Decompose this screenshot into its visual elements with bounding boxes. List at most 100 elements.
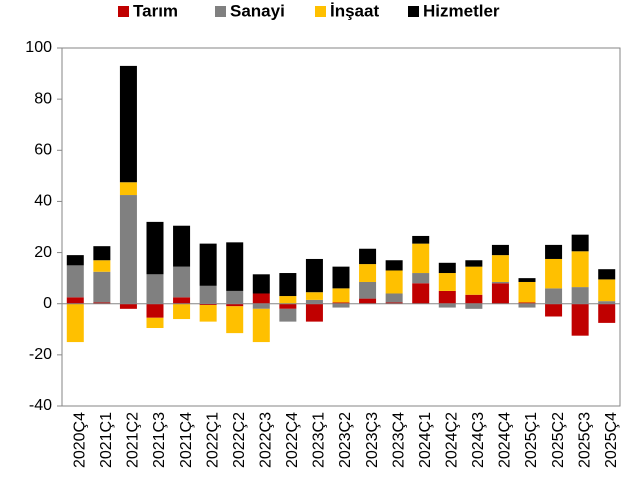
- bar: [571, 303, 589, 336]
- bar: [226, 303, 244, 307]
- bar: [279, 296, 297, 304]
- bar: [571, 251, 589, 288]
- plot-frame: [61, 47, 621, 407]
- bar: [252, 293, 270, 304]
- bar: [491, 281, 509, 284]
- x-tick-label: 2024Ç4: [497, 412, 514, 468]
- x-tick-label: 2021Ç1: [98, 412, 115, 468]
- x-tick-label: 2022Ç2: [231, 412, 248, 468]
- bar: [438, 303, 456, 308]
- bar: [146, 317, 164, 329]
- bar: [438, 262, 456, 274]
- bar: [305, 292, 323, 300]
- bar: [332, 303, 350, 308]
- x-tick-label: 2025Ç3: [576, 412, 593, 468]
- x-tick-label: 2023Ç3: [364, 412, 381, 468]
- bar: [199, 285, 217, 304]
- legend-swatch: [215, 6, 226, 17]
- bar: [252, 303, 270, 309]
- bar: [119, 65, 137, 183]
- y-tick-label: -40: [29, 397, 52, 414]
- bar: [598, 279, 616, 302]
- bar: [252, 308, 270, 343]
- bar: [385, 293, 403, 303]
- x-tick-label: 2023Ç1: [311, 412, 328, 468]
- bar: [173, 225, 191, 267]
- legend-label: Tarım: [133, 1, 178, 20]
- x-tick-label: 2025Ç1: [523, 412, 540, 468]
- bar: [305, 258, 323, 293]
- bar: [93, 260, 111, 272]
- legend-swatch: [118, 6, 129, 17]
- x-tick-label: 2021Ç4: [178, 412, 195, 468]
- bar: [491, 255, 509, 282]
- bar: [359, 298, 377, 304]
- legend-label: Sanayi: [230, 1, 285, 20]
- bar: [545, 258, 563, 289]
- bar: [279, 273, 297, 297]
- bar: [66, 255, 84, 266]
- bar: [465, 260, 483, 267]
- legend-swatch: [408, 6, 419, 17]
- bar: [598, 269, 616, 280]
- bar: [93, 246, 111, 261]
- bar: [438, 290, 456, 304]
- bar: [332, 288, 350, 303]
- bar: [545, 244, 563, 259]
- bar: [465, 266, 483, 295]
- x-tick-label: 2022Ç3: [258, 412, 275, 468]
- bar: [412, 243, 430, 274]
- bar: [385, 270, 403, 294]
- bar: [199, 303, 217, 305]
- y-tick-label: 80: [34, 90, 52, 107]
- bar: [518, 302, 536, 304]
- x-tick-label: 2025Ç4: [603, 412, 620, 468]
- x-tick-label: 2024Ç2: [444, 412, 461, 468]
- bar: [305, 299, 323, 304]
- x-tick-label: 2021Ç3: [151, 412, 168, 468]
- x-tick-label: 2024Ç1: [417, 412, 434, 468]
- bar: [598, 303, 616, 323]
- x-tick-label: 2020Ç4: [72, 412, 89, 468]
- bar: [173, 297, 191, 304]
- bar: [438, 273, 456, 291]
- bar: [545, 288, 563, 304]
- bar: [332, 302, 350, 304]
- x-tick-label: 2022Ç1: [204, 412, 221, 468]
- bar: [173, 266, 191, 298]
- bar: [66, 265, 84, 298]
- bar: [385, 302, 403, 304]
- y-tick-label: 100: [25, 39, 52, 56]
- bar: [146, 274, 164, 304]
- bar: [412, 283, 430, 304]
- y-tick-label: 40: [34, 193, 52, 210]
- bar: [119, 303, 137, 309]
- legend-swatch: [315, 6, 326, 17]
- bar: [305, 303, 323, 322]
- bar: [491, 283, 509, 304]
- bar: [465, 303, 483, 309]
- bar: [279, 303, 297, 309]
- bar: [359, 281, 377, 299]
- bar: [199, 243, 217, 286]
- y-tick-label: -20: [29, 346, 52, 363]
- bar: [252, 274, 270, 294]
- bar: [119, 182, 137, 196]
- legend-label: İnşaat: [330, 1, 379, 20]
- bar: [226, 306, 244, 334]
- legend-label: Hizmetler: [423, 1, 500, 20]
- bar: [359, 248, 377, 265]
- bar: [465, 294, 483, 304]
- bar: [146, 303, 164, 318]
- bar: [598, 301, 616, 304]
- bar: [518, 278, 536, 282]
- bar: [518, 303, 536, 308]
- x-tick-label: 2025Ç2: [550, 412, 567, 468]
- bar: [119, 195, 137, 304]
- x-tick-label: 2024Ç3: [470, 412, 487, 468]
- x-tick-label: 2021Ç2: [125, 412, 142, 468]
- bar: [93, 271, 111, 303]
- bar: [359, 264, 377, 282]
- y-tick-label: 20: [34, 244, 52, 261]
